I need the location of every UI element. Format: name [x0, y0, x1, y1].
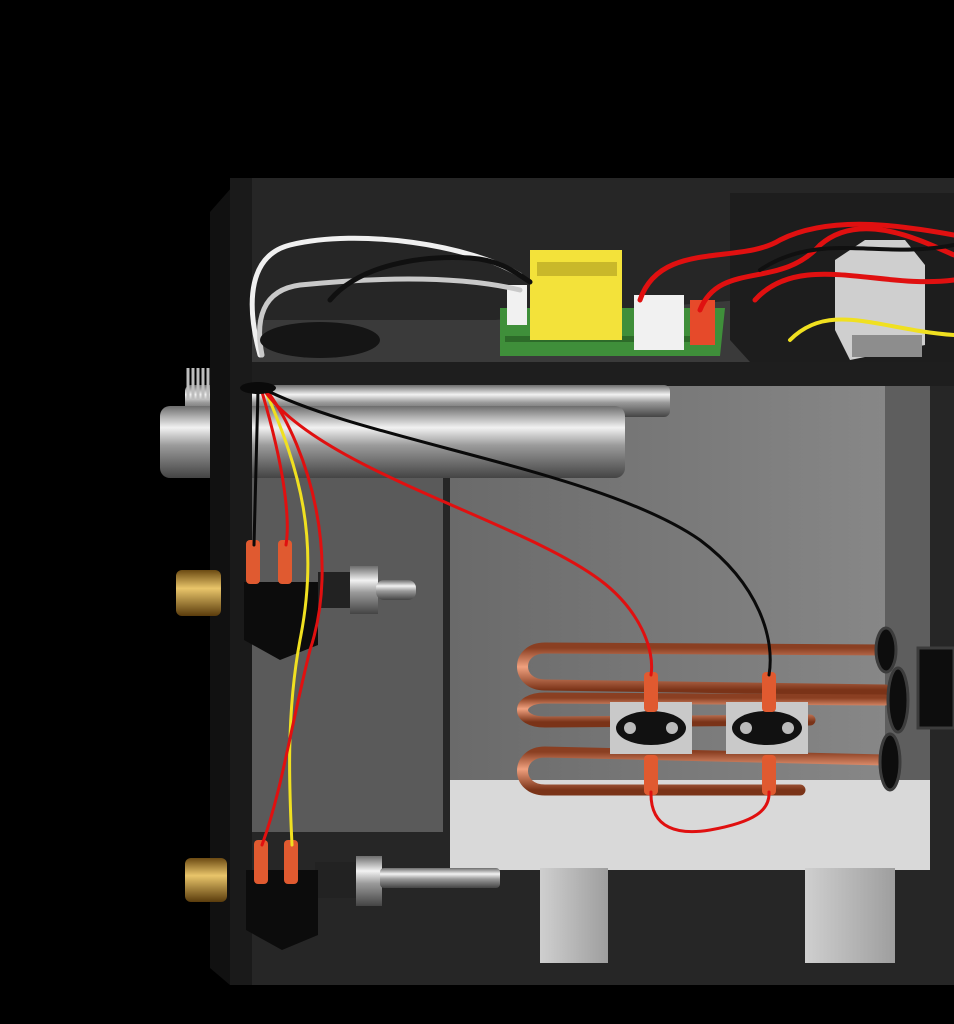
probe-lower [185, 840, 500, 950]
probe-upper [176, 540, 416, 660]
tank-foot-left [540, 868, 608, 963]
contactor [730, 193, 954, 362]
heating-elements [517, 642, 891, 796]
tank-foot-right [805, 868, 895, 963]
element-flanges [874, 626, 954, 792]
control-board [500, 250, 725, 356]
pipe-spring [186, 368, 210, 400]
board-connector-left [507, 285, 527, 325]
steam-outlet-pipes [160, 368, 670, 478]
top-wiring [249, 221, 954, 358]
front-wiring [240, 382, 772, 847]
thermostat-right [726, 672, 808, 795]
thermostat-left [610, 672, 692, 795]
board-connector-right [634, 295, 684, 350]
